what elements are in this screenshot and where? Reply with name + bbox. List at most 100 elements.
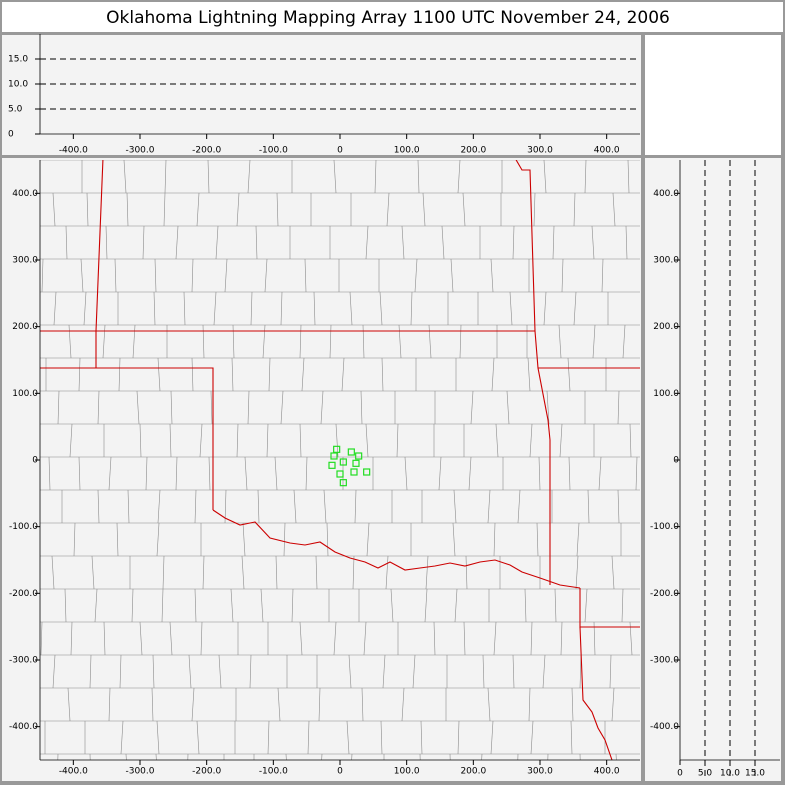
county-line (280, 390, 284, 425)
county-line (155, 753, 157, 760)
county-line (105, 225, 108, 260)
county-line (524, 588, 527, 623)
county-line (57, 390, 60, 425)
title: Oklahoma Lightning Mapping Array 1100 UT… (106, 8, 670, 28)
county-line (401, 687, 405, 722)
county-line (374, 160, 377, 194)
county-line (244, 456, 248, 491)
county-line (365, 225, 369, 260)
county-line (493, 621, 497, 656)
county-line (351, 753, 353, 760)
county-line (341, 357, 345, 392)
county-line (538, 456, 541, 491)
county-line (52, 654, 56, 689)
county-line (410, 291, 413, 326)
county-line (573, 291, 577, 326)
county-line (161, 588, 164, 623)
county-line (247, 390, 250, 425)
county-line (552, 225, 555, 260)
county-line (390, 588, 394, 623)
county-line (154, 258, 157, 293)
x-tick-label: -300.0 (125, 146, 154, 156)
county-line (97, 390, 100, 425)
county-line (527, 357, 531, 392)
county-line (612, 192, 616, 227)
county-line (487, 687, 491, 722)
plan-view-panel (2, 158, 641, 781)
county-line (348, 654, 352, 689)
county-line (571, 687, 574, 722)
x-tick-label: -200.0 (192, 767, 221, 777)
county-line (424, 588, 428, 623)
county-line (335, 423, 339, 458)
county-line (517, 489, 521, 524)
county-line (175, 225, 179, 260)
altitude-x-panel (2, 35, 641, 155)
county-line (452, 522, 456, 557)
x-tick-label: 0 (337, 767, 343, 777)
county-line (196, 720, 200, 755)
county-line (587, 489, 590, 524)
state-borders (40, 160, 640, 760)
y-tick-label: -200.0 (9, 589, 38, 599)
county-line (333, 160, 337, 194)
county-line (89, 753, 91, 760)
county-line (69, 423, 73, 458)
y-tick-label: 10.0 (8, 80, 28, 90)
county-line (361, 687, 364, 722)
x-tick-label: 200.0 (460, 146, 486, 156)
county-line (188, 654, 192, 689)
county-line (320, 390, 324, 425)
county-line (449, 753, 451, 760)
county-line (67, 687, 71, 722)
title-bar (2, 2, 783, 32)
county-line (242, 522, 246, 557)
county-line (127, 489, 130, 524)
y-tick-label: -400.0 (9, 722, 38, 732)
county-line (512, 225, 515, 260)
county-line (131, 588, 134, 623)
county-line (417, 160, 420, 194)
county-line (617, 390, 620, 425)
county-line (86, 192, 89, 227)
county-line (621, 588, 624, 623)
altitude-y-panel (645, 158, 781, 781)
county-line (512, 654, 515, 689)
x-tick-label: 300.0 (527, 146, 553, 156)
county-line (529, 423, 533, 458)
county-line (617, 489, 620, 524)
county-line (386, 192, 390, 227)
y-tick-label: 300.0 (653, 256, 679, 266)
county-line (307, 720, 310, 755)
county-line (560, 621, 563, 656)
county-line (116, 522, 119, 557)
county-line (422, 192, 426, 227)
x-tick-label: 0 (337, 146, 343, 156)
county-line (528, 687, 531, 722)
x-tick-label: 100.0 (394, 146, 420, 156)
x-tick-label: 400.0 (594, 767, 620, 777)
county-line (346, 720, 350, 755)
county-line (41, 258, 44, 293)
county-line (419, 753, 421, 760)
county-line (80, 258, 84, 293)
county-line (224, 258, 228, 293)
county-line (567, 357, 571, 392)
county-line (293, 489, 297, 524)
county-line (139, 423, 142, 458)
county-line (236, 192, 240, 227)
county-line (153, 291, 156, 326)
county-lines (40, 160, 640, 760)
county-line (139, 621, 143, 656)
x-tick-label: 300.0 (527, 767, 553, 777)
county-line (584, 588, 588, 623)
county-line (123, 160, 127, 194)
county-line (360, 390, 363, 425)
county-line (299, 423, 302, 458)
lightning-source (330, 452, 338, 460)
county-line (97, 489, 100, 524)
county-line (412, 654, 416, 689)
county-line (145, 456, 148, 491)
y-tick-label: -400.0 (650, 722, 679, 732)
